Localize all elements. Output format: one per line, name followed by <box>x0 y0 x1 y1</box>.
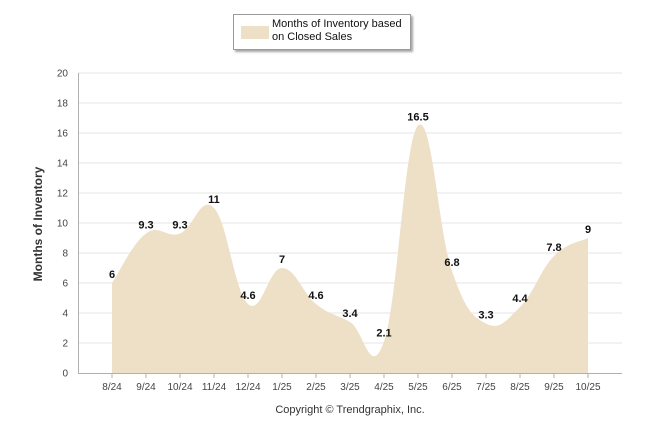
x-tick-label: 8/24 <box>102 382 122 393</box>
x-tick-label: 12/24 <box>235 382 260 393</box>
x-tick-label: 9/25 <box>544 382 564 393</box>
data-labels: 6 9.3 9.3 11 4.6 7 4.6 3.4 2.1 16.5 6.8 3.3 4.4 7.8 9 <box>109 112 591 340</box>
area-fill <box>112 124 588 373</box>
legend-label-line-1: Months of Inventory based <box>272 18 402 30</box>
data-label: 3.4 <box>342 308 358 320</box>
legend-swatch <box>241 26 269 39</box>
x-tick-label: 8/25 <box>510 382 530 393</box>
data-label: 9.3 <box>172 220 187 232</box>
x-tick-label: 10/24 <box>167 382 192 393</box>
data-label: 4.4 <box>512 293 528 305</box>
y-tick-label: 14 <box>57 159 69 170</box>
x-tick-label: 5/25 <box>408 382 428 393</box>
x-tick-label: 7/25 <box>476 382 496 393</box>
y-tick-label: 20 <box>57 69 69 80</box>
legend: Months of Inventory based on Closed Sale… <box>233 14 411 50</box>
data-label: 9.3 <box>138 220 153 232</box>
y-tick-label: 0 <box>62 369 68 380</box>
y-tick-label: 10 <box>57 219 69 230</box>
x-tick-label: 4/25 <box>374 382 394 393</box>
data-label: 4.6 <box>308 290 323 302</box>
y-tick-labels: 0 2 4 6 8 10 12 14 16 18 20 <box>57 69 69 380</box>
x-tick-label: 10/25 <box>575 382 600 393</box>
y-axis-label: Months of Inventory <box>31 166 45 281</box>
data-label: 16.5 <box>407 112 428 124</box>
data-label: 4.6 <box>240 290 255 302</box>
area-series <box>111 124 589 373</box>
data-label: 7 <box>279 254 285 266</box>
y-tick-label: 8 <box>62 249 68 260</box>
y-tick-label: 2 <box>62 339 68 350</box>
x-tick-label: 9/24 <box>136 382 156 393</box>
data-label: 6.8 <box>444 257 459 269</box>
data-label: 3.3 <box>478 310 493 322</box>
data-label: 9 <box>585 224 591 236</box>
y-tick-label: 12 <box>57 189 69 200</box>
legend-label: Months of Inventory based on Closed Sale… <box>272 18 408 44</box>
y-tick-label: 6 <box>62 279 68 290</box>
x-tick-label: 3/25 <box>340 382 360 393</box>
data-label: 7.8 <box>546 242 561 254</box>
y-tick-label: 18 <box>57 99 69 110</box>
x-tick-label: 2/25 <box>306 382 326 393</box>
copyright-text: Copyright © Trendgraphix, Inc. <box>275 404 424 416</box>
data-label: 11 <box>208 194 220 206</box>
data-label: 2.1 <box>376 328 391 340</box>
axes <box>78 73 622 378</box>
x-tick-label: 11/24 <box>202 382 227 393</box>
legend-label-line-2: on Closed Sales <box>272 31 353 43</box>
x-tick-label: 6/25 <box>442 382 462 393</box>
data-label: 6 <box>109 269 115 281</box>
y-tick-label: 4 <box>62 309 68 320</box>
x-tick-labels: 8/24 9/24 10/24 11/24 12/24 1/25 2/25 3/25 4/25 5… <box>102 382 601 393</box>
y-tick-label: 16 <box>57 129 69 140</box>
x-tick-label: 1/25 <box>272 382 292 393</box>
